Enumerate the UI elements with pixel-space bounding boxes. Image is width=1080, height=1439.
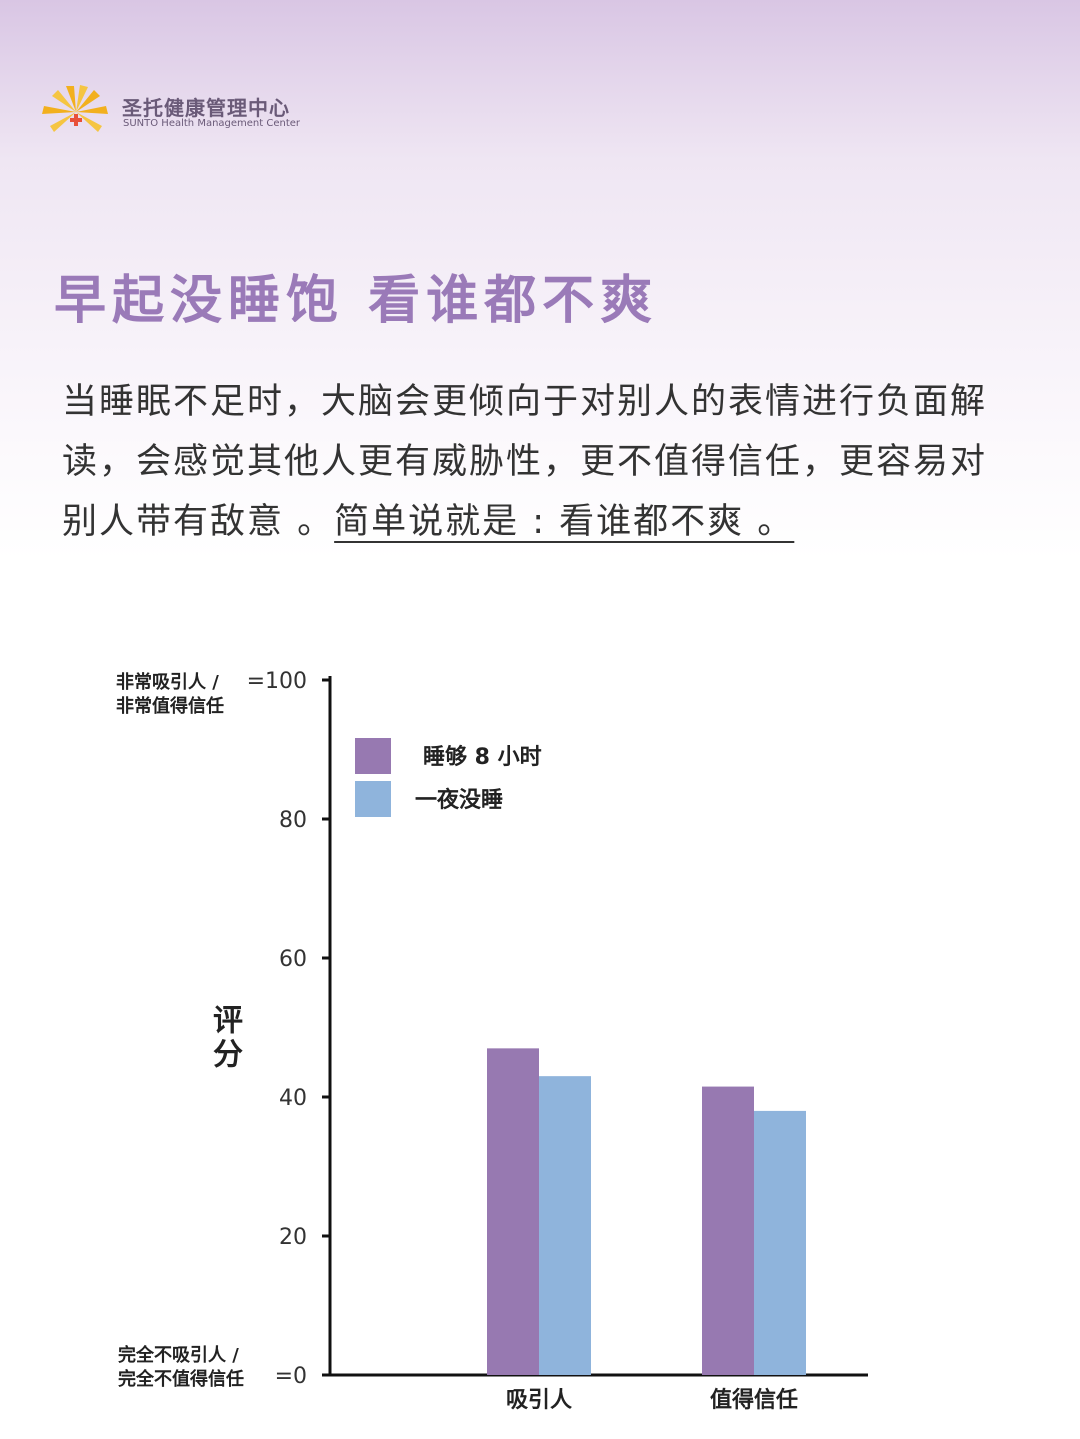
y-tick-label: 60: [279, 947, 307, 972]
legend-swatch-0: [355, 738, 391, 774]
y-axis-label-char: 评: [213, 1004, 243, 1039]
bar-1-1: [754, 1110, 806, 1375]
bar-1-0: [702, 1086, 754, 1375]
y-tick-label: 80: [279, 808, 307, 833]
body-emphasis: 简单说就是 : 看谁都不爽 。: [334, 502, 795, 542]
y-bottom-annotation-line1: 完全不吸引人 /: [118, 1344, 239, 1366]
legend-label-1: 一夜没睡: [415, 787, 503, 813]
y-tick-label: =100: [247, 669, 307, 694]
bar-0-1: [539, 1076, 591, 1375]
x-tick-label: 值得信任: [710, 1387, 798, 1413]
y-tick-label: =0: [275, 1364, 307, 1389]
y-tick-label: 20: [279, 1225, 307, 1250]
brand-name-cn: 圣托健康管理中心: [122, 96, 290, 120]
x-tick-label: 吸引人: [506, 1388, 572, 1413]
legend-label-0: 睡够 8 小时: [423, 744, 542, 770]
y-tick-label: 40: [279, 1086, 307, 1111]
sunburst-logo-icon: [42, 85, 108, 132]
brand-logo: 圣托健康管理中心 SUNTO Health Management Center: [36, 82, 300, 138]
brand-name-en: SUNTO Health Management Center: [123, 118, 301, 129]
body-paragraph: 当睡眠不足时，大脑会更倾向于对别人的表情进行负面解读，会感觉其他人更有威胁性，更…: [62, 372, 1022, 552]
y-bottom-annotation-line2: 完全不值得信任: [118, 1368, 244, 1390]
y-top-annotation-line2: 非常值得信任: [116, 695, 224, 717]
legend-swatch-1: [355, 781, 391, 817]
y-axis-label-char: 分: [213, 1038, 243, 1073]
body-text: 当睡眠不足时，大脑会更倾向于对别人的表情进行负面解读，会感觉其他人更有威胁性，更…: [62, 382, 988, 542]
y-top-annotation-line1: 非常吸引人 /: [116, 671, 219, 693]
page-title: 早起没睡饱 看谁都不爽: [54, 271, 659, 331]
bar-0-0: [487, 1048, 539, 1375]
